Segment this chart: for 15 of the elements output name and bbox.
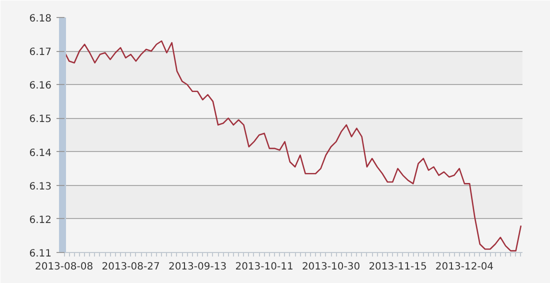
- y-tick-label: 6.14: [29, 148, 52, 159]
- y-tick-label: 6.12: [29, 214, 52, 226]
- x-tick-label: 2013-10-11: [235, 262, 294, 272]
- y-tick-label: 6.15: [29, 114, 52, 126]
- x-tick-label: 2013-12-04: [435, 262, 494, 272]
- x-tick-label: 2013-08-08: [34, 262, 94, 272]
- y-tick-label: 6.13: [29, 181, 52, 192]
- x-tick-label: 2013-11-15: [368, 262, 427, 272]
- y-tick-label: 6.16: [29, 80, 52, 92]
- x-tick-label: 2013-10-30: [302, 262, 360, 272]
- y-tick-label: 6.18: [29, 14, 52, 24]
- y-tick-label: 6.11: [29, 248, 52, 260]
- x-tick-label: 2013-08-27: [102, 262, 160, 272]
- x-tick-label: 2013-09-13: [168, 262, 227, 272]
- y-tick-label: 6.17: [29, 47, 52, 58]
